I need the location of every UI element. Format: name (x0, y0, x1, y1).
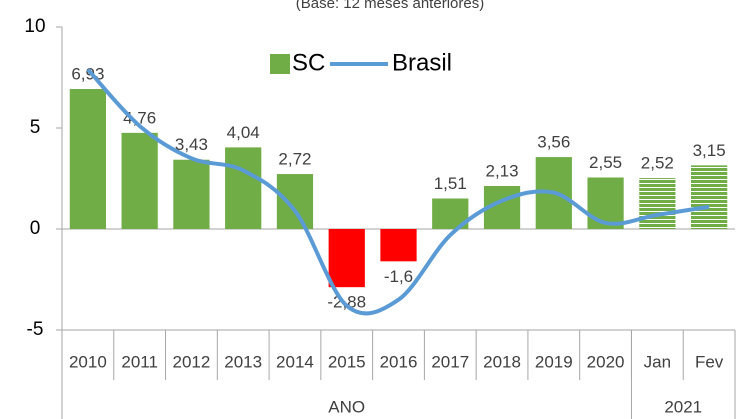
data-label: 1,51 (434, 174, 467, 193)
x-tick-label: 2010 (69, 352, 107, 371)
data-label: 4,04 (227, 123, 260, 142)
x-tick-label: 2020 (587, 352, 625, 371)
data-label: 3,15 (693, 141, 726, 160)
group-label: ANO (328, 397, 365, 416)
data-label: -2,88 (327, 293, 366, 312)
bar (587, 177, 624, 229)
x-tick-label: 2015 (328, 352, 366, 371)
bar (690, 165, 728, 229)
data-label: 3,43 (175, 135, 208, 154)
y-tick-label: 0 (30, 218, 41, 239)
x-tick-label: Fev (695, 352, 724, 371)
bar (639, 178, 676, 229)
bar (225, 147, 262, 229)
data-label: 3,56 (537, 133, 570, 152)
chart-subtitle: (Base: 12 meses anteriores) (296, 0, 484, 12)
bar (121, 132, 158, 229)
data-label: 2,13 (485, 161, 518, 180)
legend-label: SC (292, 49, 325, 76)
bar (173, 159, 210, 229)
bar (276, 174, 314, 229)
data-label: 2,72 (278, 150, 311, 169)
x-tick-label: 2018 (483, 352, 521, 371)
legend-swatch (270, 54, 290, 74)
y-tick-label: -5 (27, 319, 44, 340)
x-tick-label: 2011 (121, 352, 158, 371)
legend-label: Brasil (392, 49, 452, 76)
x-tick-label: 2013 (224, 352, 262, 371)
x-tick-label: 2012 (173, 352, 211, 371)
data-label: 2,52 (641, 154, 674, 173)
bar (328, 229, 365, 288)
x-tick-label: 2019 (535, 352, 573, 371)
group-label: 2021 (664, 397, 702, 416)
x-tick-label: 2016 (380, 352, 418, 371)
bar (69, 89, 107, 229)
line (86, 68, 710, 316)
x-tick-label: 2017 (431, 352, 469, 371)
x-tick-label: 2014 (276, 352, 314, 371)
data-label: 4,76 (123, 108, 156, 127)
x-tick-label: Jan (644, 352, 671, 371)
bar (380, 229, 417, 262)
y-tick-label: 5 (30, 117, 41, 138)
data-label: 2,55 (589, 153, 622, 172)
y-tick-label: 10 (24, 16, 45, 37)
data-label: -1,6 (384, 267, 413, 286)
